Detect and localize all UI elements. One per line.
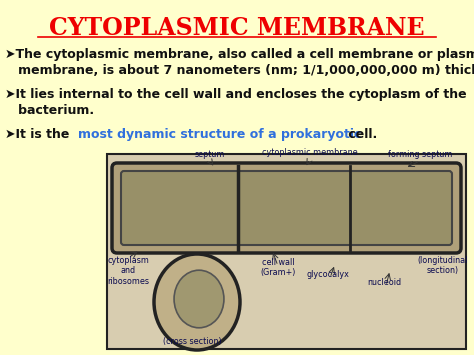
Text: ➤The cytoplasmic membrane, also called a cell membrane or plasma: ➤The cytoplasmic membrane, also called a… bbox=[5, 48, 474, 61]
Text: cell wall
(Gram+): cell wall (Gram+) bbox=[260, 258, 296, 277]
Text: (cross section): (cross section) bbox=[163, 337, 221, 346]
Text: ➤It is the: ➤It is the bbox=[5, 128, 74, 141]
Ellipse shape bbox=[154, 254, 240, 350]
Text: nucleoid: nucleoid bbox=[367, 278, 401, 287]
Text: cell.: cell. bbox=[344, 128, 377, 141]
Text: most dynamic structure of a prokaryotic: most dynamic structure of a prokaryotic bbox=[78, 128, 361, 141]
Text: bacterium.: bacterium. bbox=[5, 104, 94, 117]
Text: ➤It lies internal to the cell wall and encloses the cytoplasm of the: ➤It lies internal to the cell wall and e… bbox=[5, 88, 466, 101]
FancyBboxPatch shape bbox=[107, 154, 466, 349]
Text: glycocalyx: glycocalyx bbox=[307, 270, 349, 279]
Text: septum: septum bbox=[195, 150, 225, 159]
Text: cytoplasmic membrane: cytoplasmic membrane bbox=[262, 148, 358, 157]
FancyBboxPatch shape bbox=[121, 171, 452, 245]
Text: forming septum: forming septum bbox=[388, 150, 452, 159]
Text: membrane, is about 7 nanometers (nm; 1/1,000,000,000 m) thick.: membrane, is about 7 nanometers (nm; 1/1… bbox=[5, 64, 474, 77]
Ellipse shape bbox=[174, 270, 224, 328]
FancyBboxPatch shape bbox=[112, 163, 461, 253]
Text: CYTOPLASMIC MEMBRANE: CYTOPLASMIC MEMBRANE bbox=[49, 16, 425, 40]
Text: (longitudinal
section): (longitudinal section) bbox=[418, 256, 468, 275]
Text: cytoplasm
and
ribosomes: cytoplasm and ribosomes bbox=[107, 256, 149, 286]
